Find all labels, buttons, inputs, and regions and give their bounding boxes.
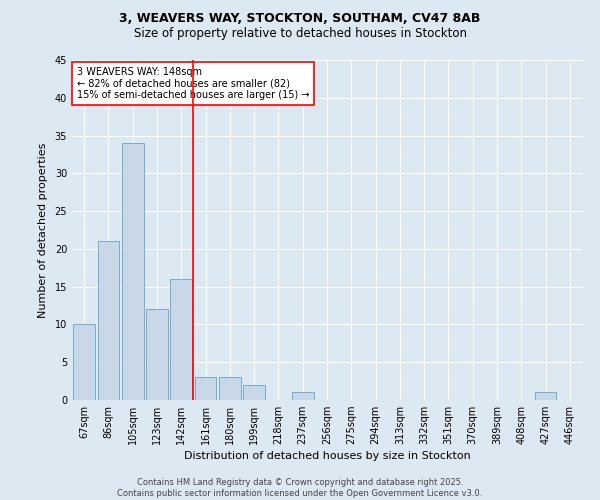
Bar <box>170 279 192 400</box>
Bar <box>122 143 143 400</box>
Bar <box>292 392 314 400</box>
Bar <box>146 310 168 400</box>
Text: Contains HM Land Registry data © Crown copyright and database right 2025.
Contai: Contains HM Land Registry data © Crown c… <box>118 478 482 498</box>
Bar <box>194 378 217 400</box>
Bar <box>219 378 241 400</box>
Text: Size of property relative to detached houses in Stockton: Size of property relative to detached ho… <box>133 28 467 40</box>
Bar <box>243 385 265 400</box>
Text: 3 WEAVERS WAY: 148sqm
← 82% of detached houses are smaller (82)
15% of semi-deta: 3 WEAVERS WAY: 148sqm ← 82% of detached … <box>77 67 310 100</box>
Bar <box>97 242 119 400</box>
Text: 3, WEAVERS WAY, STOCKTON, SOUTHAM, CV47 8AB: 3, WEAVERS WAY, STOCKTON, SOUTHAM, CV47 … <box>119 12 481 26</box>
X-axis label: Distribution of detached houses by size in Stockton: Distribution of detached houses by size … <box>184 452 470 462</box>
Bar <box>73 324 95 400</box>
Y-axis label: Number of detached properties: Number of detached properties <box>38 142 47 318</box>
Bar <box>535 392 556 400</box>
